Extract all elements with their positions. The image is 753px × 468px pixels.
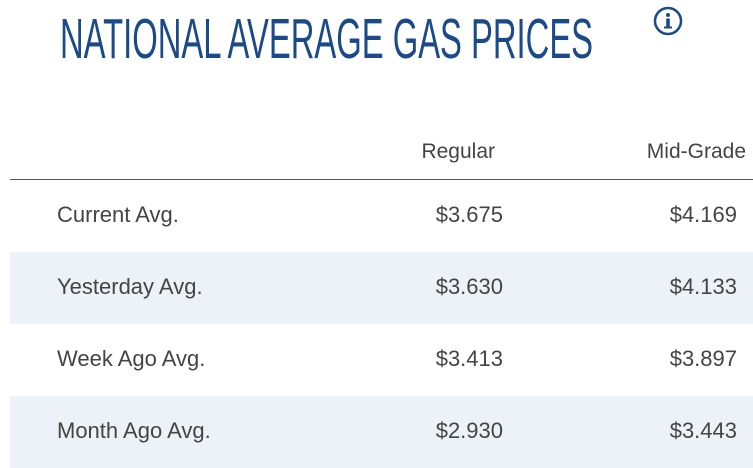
price-cell: $3.630 <box>435 274 503 299</box>
price-cell: $3.443 <box>669 418 737 443</box>
table-row: Current Avg. $3.675 $4.169 <box>10 180 753 252</box>
header-rule <box>10 179 753 180</box>
price-cell: $2.930 <box>435 418 503 443</box>
row-label: Month Ago Avg. <box>57 418 211 443</box>
row-label: Current Avg. <box>57 202 179 227</box>
price-cell: $4.169 <box>669 202 737 227</box>
column-header: Regular <box>421 140 495 163</box>
table-row: Month Ago Avg. $2.930 $3.443 <box>10 396 753 468</box>
table-row: Week Ago Avg. $3.413 $3.897 <box>10 324 753 396</box>
price-cell: $3.897 <box>669 346 737 371</box>
price-cell: $4.133 <box>669 274 737 299</box>
row-label: Yesterday Avg. <box>57 274 203 299</box>
info-icon[interactable] <box>653 6 683 36</box>
price-cell: $3.675 <box>435 202 503 227</box>
row-label: Week Ago Avg. <box>57 346 206 371</box>
price-cell: $3.413 <box>435 346 503 371</box>
table-row: Yesterday Avg. $3.630 $4.133 <box>10 252 753 324</box>
column-header: Mid-Grade <box>646 140 746 163</box>
page-title: NATIONAL AVERAGE GAS PRICES <box>60 7 594 71</box>
